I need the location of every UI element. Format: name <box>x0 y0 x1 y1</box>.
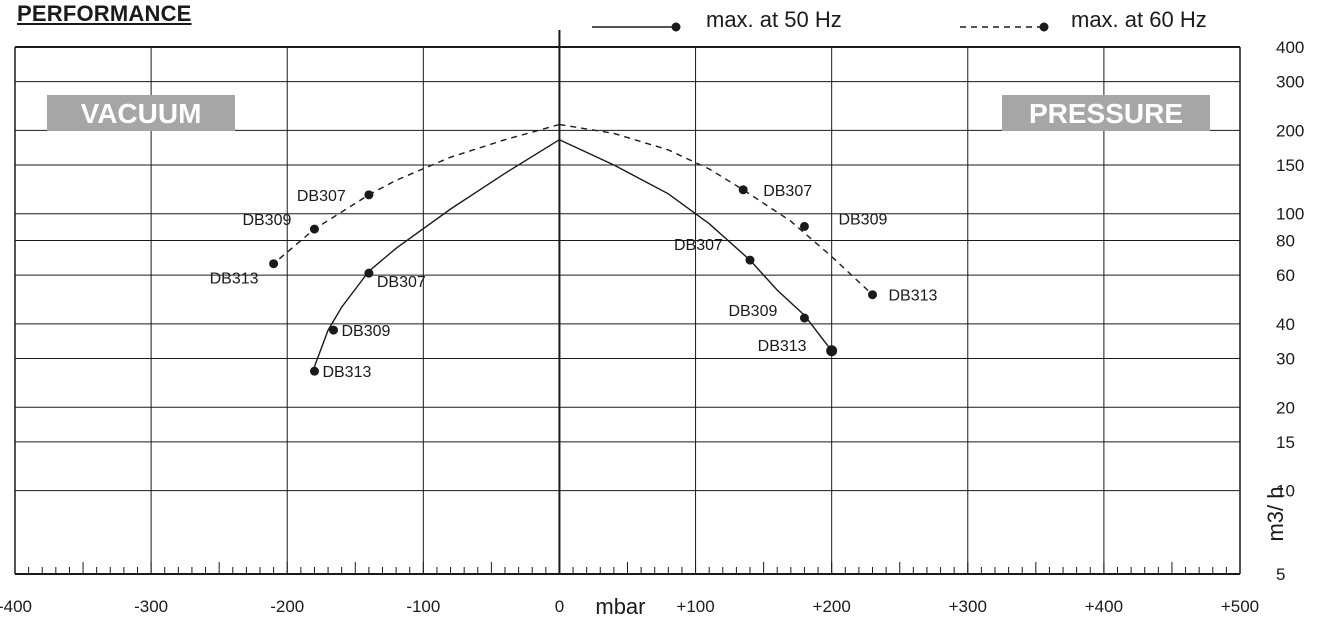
data-point <box>826 345 838 357</box>
point-label: DB309 <box>342 323 391 340</box>
data-point <box>329 325 338 335</box>
legend-60hz-marker <box>1039 22 1049 32</box>
data-point <box>868 290 877 300</box>
y-tick-label: 20 <box>1276 398 1295 417</box>
data-point <box>799 313 809 323</box>
point-label: DB307 <box>377 274 426 291</box>
series-1-vacuum-line <box>313 139 560 368</box>
y-axis-label: m3/ h <box>1263 486 1288 541</box>
point-label: DB313 <box>322 364 371 381</box>
y-tick-label: 80 <box>1276 232 1295 251</box>
pressure-banner-bg <box>1002 95 1210 131</box>
data-point <box>799 221 809 231</box>
x-tick-label: -200 <box>270 597 304 616</box>
x-axis-label: mbar <box>595 594 645 618</box>
pressure-banner: PRESSURE <box>1029 98 1183 129</box>
data-point <box>269 259 279 269</box>
point-label: DB313 <box>210 271 259 288</box>
point-label: DB309 <box>728 303 777 320</box>
point-label: DB309 <box>838 211 887 228</box>
y-tick-label: 300 <box>1276 73 1304 92</box>
data-point <box>309 366 319 376</box>
x-tick-label: -100 <box>406 597 440 616</box>
y-tick-label: 10 <box>1276 482 1295 501</box>
legend-50hz-label: max. at 50 Hz <box>706 7 842 32</box>
y-tick-label: 150 <box>1276 156 1304 175</box>
vacuum-banner: VACUUM <box>81 98 202 129</box>
x-tick-label: +500 <box>1221 597 1259 616</box>
vacuum-banner-bg <box>47 95 235 131</box>
point-label: DB307 <box>763 183 812 200</box>
point-label: DB313 <box>758 338 807 355</box>
y-tick-label: 5 <box>1276 565 1285 584</box>
series-2-pressure-line <box>559 123 873 296</box>
data-point <box>364 268 374 278</box>
series-1-pressure-line <box>559 139 833 352</box>
data-point <box>738 185 748 195</box>
y-tick-label: 30 <box>1276 350 1295 369</box>
x-tick-label: +100 <box>676 597 714 616</box>
x-tick-label: +300 <box>949 597 987 616</box>
legend-60hz-label: max. at 60 Hz <box>1071 7 1207 32</box>
y-tick-label: 200 <box>1276 121 1304 140</box>
x-tick-label: -400 <box>0 597 32 616</box>
x-tick-label: 0 <box>555 597 564 616</box>
point-label: DB313 <box>889 288 938 305</box>
y-tick-label: 400 <box>1276 38 1304 57</box>
point-label: DB307 <box>674 237 723 254</box>
x-tick-label: +400 <box>1085 597 1123 616</box>
y-tick-label: 40 <box>1276 315 1295 334</box>
data-point <box>309 224 319 234</box>
y-tick-label: 100 <box>1276 205 1304 224</box>
data-point <box>364 190 374 200</box>
y-tick-label: 15 <box>1276 433 1295 452</box>
y-tick-label: 60 <box>1276 266 1295 285</box>
x-tick-label: +200 <box>813 597 851 616</box>
chart-title: PERFORMANCE <box>17 1 192 26</box>
x-tick-label: -300 <box>134 597 168 616</box>
legend-50hz-marker <box>671 22 681 32</box>
data-point <box>745 255 755 265</box>
point-label: DB309 <box>242 212 291 229</box>
point-label: DB307 <box>297 188 346 205</box>
